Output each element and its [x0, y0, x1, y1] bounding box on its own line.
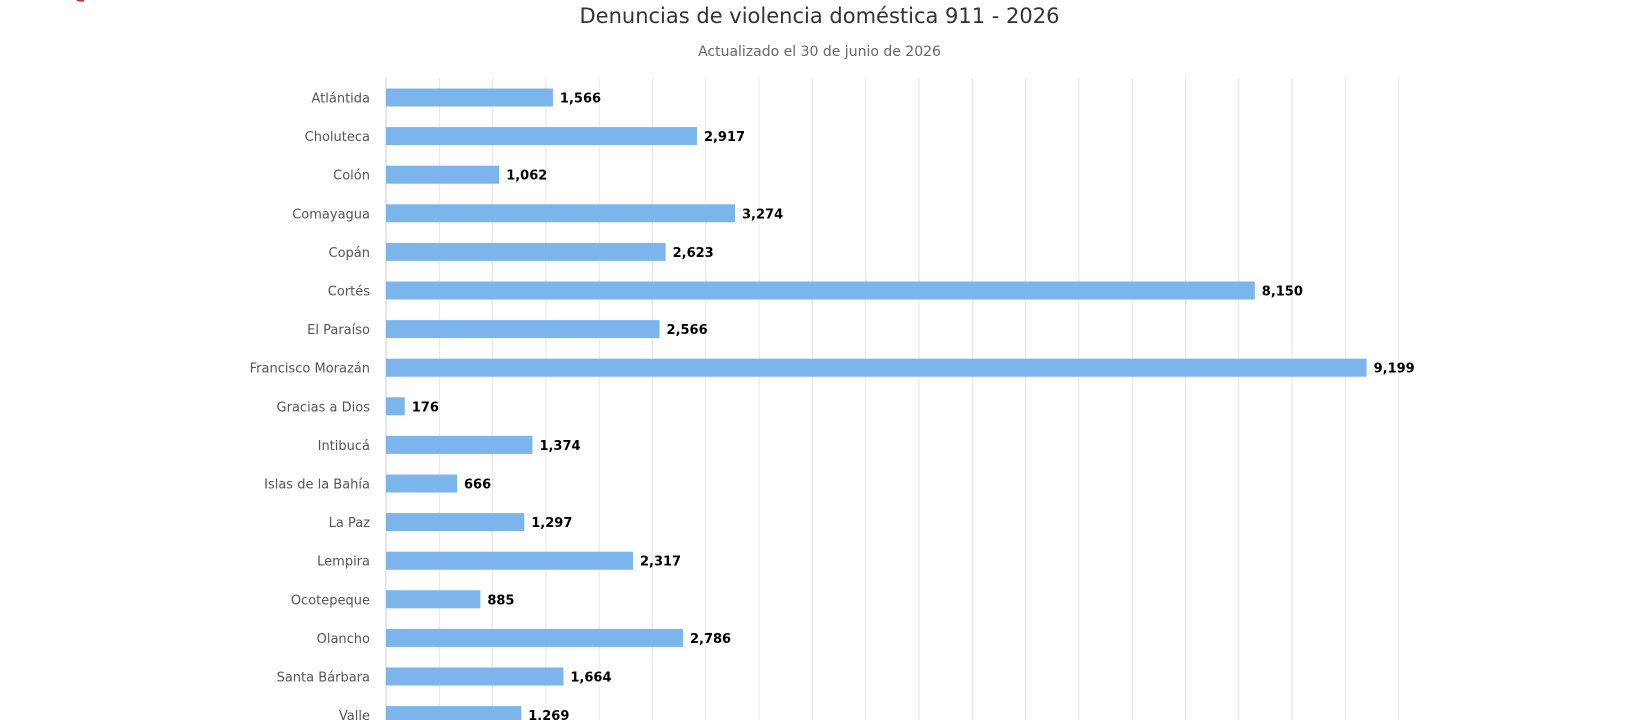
category-label: Comayagua	[292, 207, 370, 222]
data-label: 1,062	[506, 169, 547, 184]
bar	[386, 590, 481, 609]
category-label: Intibucá	[318, 439, 370, 454]
bar	[386, 513, 525, 532]
bar	[386, 397, 405, 416]
bar	[386, 242, 666, 261]
bar	[386, 667, 564, 686]
data-label: 2,786	[690, 632, 731, 647]
category-label: Lempira	[317, 555, 370, 570]
bar	[386, 435, 533, 454]
bar	[386, 204, 736, 223]
data-label: 8,150	[1262, 285, 1303, 300]
category-label: Olancho	[317, 632, 370, 647]
category-label: Cortés	[328, 285, 370, 300]
category-label: Choluteca	[305, 130, 370, 145]
category-label: Francisco Morazán	[250, 362, 370, 377]
category-label: Ocotepeque	[291, 593, 370, 608]
bar	[386, 88, 553, 107]
bar	[386, 127, 697, 146]
category-label: Atlántida	[311, 92, 370, 107]
category-label: Valle	[339, 709, 370, 720]
data-label: 2,317	[640, 555, 681, 570]
data-label: 885	[487, 593, 514, 608]
category-label: Colón	[333, 169, 370, 184]
bar	[386, 358, 1367, 377]
bar	[386, 165, 500, 184]
category-label: Santa Bárbara	[277, 671, 370, 686]
category-label: La Paz	[329, 516, 371, 531]
bar	[386, 281, 1255, 300]
data-label: 1,269	[528, 709, 569, 720]
category-label: Gracias a Dios	[277, 400, 371, 415]
chart-subtitle: Actualizado el 30 de junio de 2026	[698, 44, 941, 60]
data-label: 9,199	[1374, 362, 1415, 377]
data-label: 176	[412, 400, 439, 415]
data-label: 2,623	[673, 246, 714, 261]
data-label: 2,917	[704, 130, 745, 145]
bar	[386, 628, 683, 647]
category-label: El Paraíso	[307, 323, 370, 338]
logo-fragment-icon	[76, 0, 85, 2]
bar	[386, 551, 633, 570]
category-label: Islas de la Bahía	[264, 478, 370, 493]
data-label: 666	[464, 478, 491, 493]
bar	[386, 706, 522, 720]
data-label: 1,374	[539, 439, 580, 454]
data-label: 1,664	[570, 671, 611, 686]
category-label: Copán	[329, 246, 371, 261]
data-label: 1,566	[560, 92, 601, 107]
data-label: 2,566	[667, 323, 708, 338]
data-label: 1,297	[531, 516, 572, 531]
data-label: 3,274	[742, 207, 783, 222]
bar	[386, 320, 660, 339]
bar	[386, 474, 457, 493]
chart-title: Denuncias de violencia doméstica 911 - 2…	[579, 4, 1060, 28]
